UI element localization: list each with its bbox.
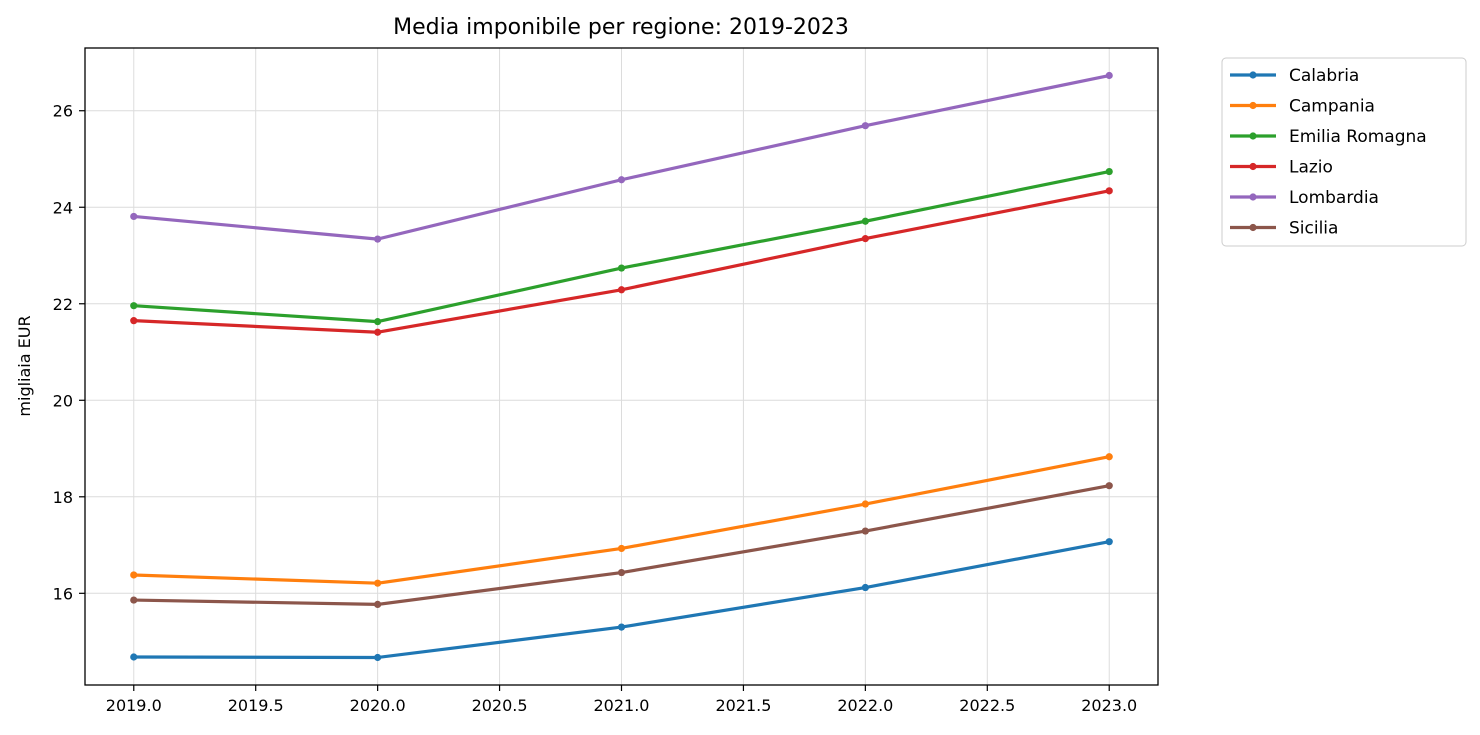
data-point-lazio xyxy=(130,317,138,325)
legend-swatch-marker xyxy=(1249,101,1257,110)
x-tick-label: 2022.5 xyxy=(959,696,1015,715)
data-point-sicilia xyxy=(861,527,869,535)
data-point-lombardia xyxy=(130,212,138,221)
legend-swatch-marker xyxy=(1249,71,1257,79)
legend-item-lombardia[interactable]: Lombardia xyxy=(1230,188,1379,208)
data-point-campania xyxy=(617,544,626,553)
x-tick-label: 2019.0 xyxy=(106,696,162,715)
x-tick-label: 2021.5 xyxy=(715,696,771,715)
legend[interactable]: Calabria Campania Emilia Romagna Lazio Lomba… xyxy=(1221,57,1467,247)
data-point-calabria xyxy=(1105,538,1113,546)
series-lazio xyxy=(130,187,1113,336)
legend-item-campania[interactable]: Campania xyxy=(1230,97,1375,117)
y-tick-label: 20 xyxy=(53,391,73,410)
y-tick-label: 26 xyxy=(53,102,73,121)
data-point-sicilia xyxy=(617,568,626,577)
x-tick-label: 2020.0 xyxy=(350,696,406,715)
x-tick-label: 2020.5 xyxy=(472,696,528,715)
legend-label: Sicilia xyxy=(1289,219,1338,239)
data-point-lazio xyxy=(374,328,382,336)
data-point-sicilia xyxy=(374,600,382,609)
data-point-lombardia xyxy=(1105,71,1113,80)
y-tick-label: 24 xyxy=(53,198,73,217)
data-point-emilia-romagna xyxy=(374,318,382,326)
y-tick-label: 18 xyxy=(53,488,73,507)
legend-item-sicilia[interactable]: Sicilia xyxy=(1230,219,1338,239)
data-point-campania xyxy=(374,579,382,587)
data-point-emilia-romagna xyxy=(861,217,869,225)
legend-item-emilia-romagna[interactable]: Emilia Romagna xyxy=(1230,127,1427,147)
legend-label: Lombardia xyxy=(1289,188,1379,208)
y-tick-label: 22 xyxy=(53,295,73,314)
series-campania xyxy=(130,453,1113,587)
data-point-lombardia xyxy=(861,122,869,130)
data-point-campania xyxy=(1105,453,1113,461)
chart-title: Media imponibile per regione: 2019-2023 xyxy=(393,15,849,40)
y-axis-label: migliaia EUR xyxy=(15,315,34,416)
series-calabria xyxy=(130,538,1113,662)
legend-item-calabria[interactable]: Calabria xyxy=(1230,66,1359,86)
legend-swatch-marker xyxy=(1249,132,1257,140)
x-tick-label: 2019.5 xyxy=(228,696,284,715)
data-point-emilia-romagna xyxy=(130,302,138,310)
data-point-sicilia xyxy=(1105,482,1113,490)
x-tick-label: 2022.0 xyxy=(837,696,893,715)
legend-label: Calabria xyxy=(1289,66,1359,86)
legend-label: Lazio xyxy=(1289,158,1333,178)
series-emilia-romagna xyxy=(130,167,1113,326)
series-lines xyxy=(130,71,1113,662)
data-point-lombardia xyxy=(617,176,626,184)
data-point-calabria xyxy=(861,583,869,592)
x-tick-label: 2023.0 xyxy=(1081,696,1137,715)
data-point-lombardia xyxy=(374,235,382,243)
legend-swatch-marker xyxy=(1249,162,1257,171)
data-point-calabria xyxy=(617,623,626,631)
data-point-sicilia xyxy=(130,596,138,604)
x-tick-label: 2021.0 xyxy=(594,696,650,715)
grid xyxy=(85,48,1158,685)
data-point-emilia-romagna xyxy=(1105,167,1113,176)
data-point-lazio xyxy=(617,286,626,294)
y-axis: 16 18 20 22 24 26 xyxy=(53,102,85,603)
data-point-campania xyxy=(130,571,138,579)
series-sicilia xyxy=(130,482,1113,609)
x-axis: 2019.0 2019.5 2020.0 2020.5 2021.0 2021.5 2022… xyxy=(106,685,1137,715)
legend-swatch-marker xyxy=(1249,223,1257,232)
y-tick-label: 16 xyxy=(53,584,73,603)
data-point-calabria xyxy=(374,653,382,662)
data-point-lazio xyxy=(1105,187,1113,195)
legend-item-lazio[interactable]: Lazio xyxy=(1230,158,1333,178)
legend-label: Campania xyxy=(1289,97,1375,117)
data-point-calabria xyxy=(130,653,138,661)
series-lombardia xyxy=(130,71,1113,243)
legend-box xyxy=(1221,57,1467,247)
data-point-campania xyxy=(861,500,869,508)
data-point-emilia-romagna xyxy=(617,264,626,272)
data-point-lazio xyxy=(861,235,869,243)
legend-swatch-marker xyxy=(1249,193,1257,201)
legend-label: Emilia Romagna xyxy=(1289,127,1427,147)
